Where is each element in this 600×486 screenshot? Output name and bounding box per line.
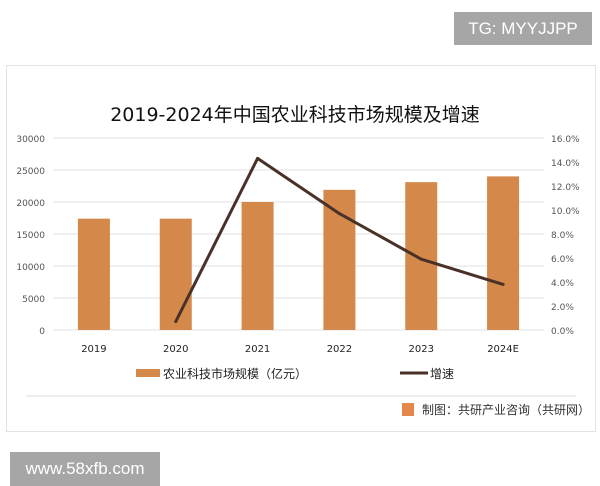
x-tick-label: 2020 xyxy=(163,344,188,355)
y-right-tick-label: 16.0% xyxy=(551,135,580,145)
y-right-tick-label: 12.0% xyxy=(551,183,580,193)
bar xyxy=(77,218,110,330)
growth-point xyxy=(174,320,178,324)
bar xyxy=(487,176,520,330)
x-tick-label: 2023 xyxy=(409,344,434,355)
watermark-site: www.58xfb.com xyxy=(10,452,160,486)
legend-bar-label: 农业科技市场规模（亿元） xyxy=(163,366,307,381)
growth-point xyxy=(256,156,260,160)
source-text: 制图：共研产业咨询（共研网） xyxy=(422,402,590,417)
bar xyxy=(405,182,438,330)
y-right-tick-label: 2.0% xyxy=(551,303,574,313)
bar xyxy=(159,218,192,330)
growth-point xyxy=(501,282,505,286)
y-left-tick-label: 20000 xyxy=(16,199,45,209)
x-tick-label: 2022 xyxy=(327,344,352,355)
y-right-tick-label: 14.0% xyxy=(551,159,580,169)
y-left-tick-label: 25000 xyxy=(16,167,45,177)
bar xyxy=(323,189,356,330)
chart-title: 2019-2024年中国农业科技市场规模及增速 xyxy=(110,104,480,126)
growth-point xyxy=(419,257,423,261)
watermark-tg: TG: MYYJJPP xyxy=(454,12,592,45)
x-tick-label: 2019 xyxy=(81,344,106,355)
growth-point xyxy=(337,212,341,216)
y-left-tick-label: 5000 xyxy=(22,295,45,305)
x-tick-label: 2021 xyxy=(245,344,270,355)
x-tick-label: 2024E xyxy=(487,344,519,355)
y-right-tick-label: 0.0% xyxy=(551,327,574,337)
y-right-tick-label: 6.0% xyxy=(551,255,574,265)
y-right-tick-label: 10.0% xyxy=(551,207,580,217)
y-right-tick-label: 4.0% xyxy=(551,279,574,289)
legend-line-label: 增速 xyxy=(430,367,454,381)
y-left-tick-label: 15000 xyxy=(16,231,45,241)
y-left-tick-label: 30000 xyxy=(16,135,45,145)
y-right-tick-label: 8.0% xyxy=(551,231,574,241)
legend-bar-swatch xyxy=(136,369,160,377)
source-logo-icon xyxy=(402,403,414,416)
y-left-tick-label: 10000 xyxy=(16,263,45,273)
y-left-tick-label: 0 xyxy=(39,327,45,337)
bar xyxy=(241,202,274,330)
